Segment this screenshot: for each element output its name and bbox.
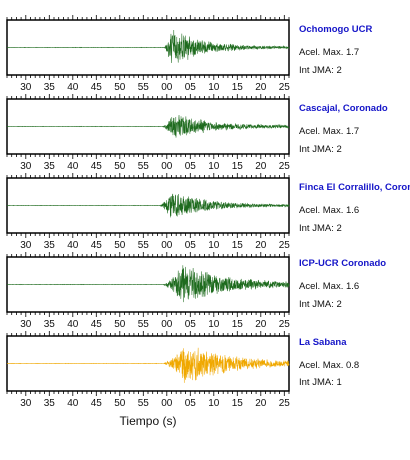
panel-3-tick-label: 00	[161, 240, 173, 251]
panel-3-tick-label: 30	[20, 240, 32, 251]
panel-5-tick-label: 35	[44, 398, 56, 409]
panel-3-tick-label: 10	[208, 240, 220, 251]
panel-1-tick-label: 10	[208, 82, 220, 93]
panel-3-tick-label: 40	[67, 240, 79, 251]
panel-2-tick-label: 20	[255, 161, 267, 172]
panel-2-tick-label: 50	[114, 161, 126, 172]
panel-1-tick-label: 55	[138, 82, 150, 93]
panel-5-tick-label: 30	[20, 398, 32, 409]
panel-4-tick-label: 55	[138, 319, 150, 330]
station-name-5: La Sabana	[299, 337, 347, 348]
panel-4-tick-label: 20	[255, 319, 267, 330]
panel-5-tick-label: 15	[232, 398, 244, 409]
jma-label-5: Int JMA: 1	[299, 377, 342, 388]
panel-4-tick-label: 05	[185, 319, 197, 330]
panel-1-tick-label: 20	[255, 82, 267, 93]
panel-3-tick-label: 20	[255, 240, 267, 251]
waveform-5	[6, 347, 290, 383]
panel-5-tick-label: 25	[279, 398, 291, 409]
panel-1-tick-label: 35	[44, 82, 56, 93]
waveform-3	[6, 193, 290, 218]
panel-4-tick-label: 30	[20, 319, 32, 330]
accel-label-4: Acel. Max. 1.6	[299, 281, 360, 292]
panel-2-tick-label: 25	[279, 161, 291, 172]
station-name-4: ICP-UCR Coronado	[299, 258, 387, 269]
accel-label-2: Acel. Max. 1.7	[299, 126, 360, 137]
panel-1-tick-label: 30	[20, 82, 32, 93]
panel-1-tick-label: 05	[185, 82, 197, 93]
panel-4-tick-label: 50	[114, 319, 126, 330]
panel-1-tick-label: 15	[232, 82, 244, 93]
jma-label-3: Int JMA: 2	[299, 223, 342, 234]
panel-2-tick-label: 15	[232, 161, 244, 172]
panel-4-tick-label: 00	[161, 319, 173, 330]
panel-4-tick-label: 35	[44, 319, 56, 330]
panel-3-tick-label: 50	[114, 240, 126, 251]
station-name-1: Ochomogo UCR	[299, 24, 373, 35]
panel-2-tick-label: 40	[67, 161, 79, 172]
x-axis-label: Tiempo (s)	[119, 414, 177, 428]
jma-label-2: Int JMA: 2	[299, 144, 342, 155]
waveform-2	[6, 114, 290, 138]
panel-2-tick-label: 45	[91, 161, 103, 172]
panel-5-tick-label: 20	[255, 398, 267, 409]
panel-4-tick-label: 15	[232, 319, 244, 330]
accel-label-1: Acel. Max. 1.7	[299, 47, 360, 58]
panel-2-tick-label: 35	[44, 161, 56, 172]
panel-3-tick-label: 15	[232, 240, 244, 251]
waveform-4	[6, 265, 290, 303]
panel-2-tick-label: 05	[185, 161, 197, 172]
panel-1-tick-label: 25	[279, 82, 291, 93]
panel-2-tick-label: 30	[20, 161, 32, 172]
panel-5-tick-label: 40	[67, 398, 79, 409]
station-name-3: Finca El Corralillo, Coronado	[299, 182, 410, 193]
panel-5-tick-label: 55	[138, 398, 150, 409]
panel-2-tick-label: 00	[161, 161, 173, 172]
accel-label-3: Acel. Max. 1.6	[299, 205, 360, 216]
panel-1-tick-label: 40	[67, 82, 79, 93]
panel-3-tick-label: 55	[138, 240, 150, 251]
waveform-1	[6, 30, 290, 63]
panel-1-tick-label: 45	[91, 82, 103, 93]
panel-5-tick-label: 10	[208, 398, 220, 409]
panel-1-tick-label: 00	[161, 82, 173, 93]
panel-1-tick-label: 50	[114, 82, 126, 93]
panel-5-tick-label: 05	[185, 398, 197, 409]
panel-5-tick-label: 00	[161, 398, 173, 409]
panel-4-tick-label: 40	[67, 319, 79, 330]
panel-3-tick-label: 25	[279, 240, 291, 251]
panel-4-tick-label: 25	[279, 319, 291, 330]
jma-label-4: Int JMA: 2	[299, 299, 342, 310]
jma-label-1: Int JMA: 2	[299, 65, 342, 76]
panel-5-tick-label: 45	[91, 398, 103, 409]
panel-4-tick-label: 10	[208, 319, 220, 330]
panel-3-tick-label: 35	[44, 240, 56, 251]
accel-label-5: Acel. Max. 0.8	[299, 360, 360, 371]
panel-3-tick-label: 45	[91, 240, 103, 251]
panel-5-tick-label: 50	[114, 398, 126, 409]
panel-3-tick-label: 05	[185, 240, 197, 251]
station-name-2: Cascajal, Coronado	[299, 103, 388, 114]
panel-2-tick-label: 10	[208, 161, 220, 172]
panel-2-tick-label: 55	[138, 161, 150, 172]
panel-4-tick-label: 45	[91, 319, 103, 330]
